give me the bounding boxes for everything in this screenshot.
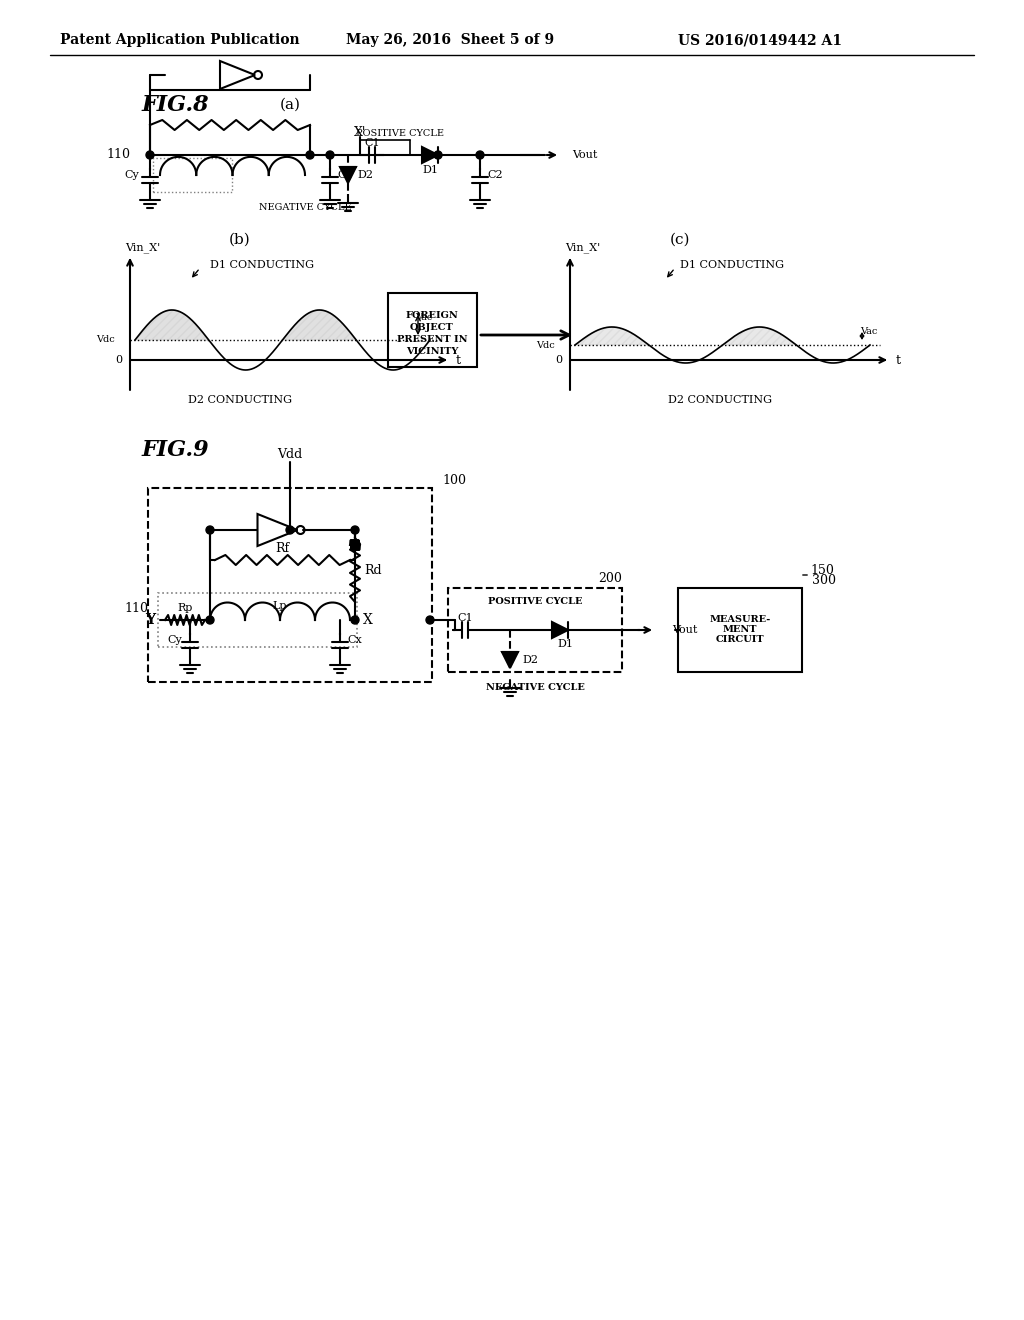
Text: Vac: Vac (415, 314, 432, 322)
Circle shape (286, 525, 294, 535)
Text: FIG.8: FIG.8 (141, 94, 209, 116)
Text: (c): (c) (670, 234, 690, 247)
Text: POSITIVE CYCLE: POSITIVE CYCLE (356, 128, 444, 137)
Text: Cy: Cy (168, 635, 182, 645)
Text: D2 CONDUCTING: D2 CONDUCTING (668, 395, 772, 405)
Text: X': X' (354, 127, 367, 140)
Circle shape (351, 525, 359, 535)
Text: CIRCUIT: CIRCUIT (716, 635, 764, 644)
Text: 150: 150 (810, 564, 834, 577)
Text: 110: 110 (106, 149, 130, 161)
Text: Vin_X': Vin_X' (125, 243, 160, 253)
Text: C1: C1 (457, 612, 473, 623)
Text: May 26, 2016  Sheet 5 of 9: May 26, 2016 Sheet 5 of 9 (346, 33, 554, 48)
Text: Rp: Rp (177, 603, 193, 612)
Text: Vout: Vout (672, 624, 697, 635)
Text: D1 CONDUCTING: D1 CONDUCTING (210, 260, 314, 271)
Circle shape (351, 616, 359, 624)
Text: D1: D1 (557, 639, 573, 649)
Circle shape (146, 150, 154, 158)
Text: POSITIVE CYCLE: POSITIVE CYCLE (487, 598, 583, 606)
Text: FOREIGN: FOREIGN (406, 310, 459, 319)
Circle shape (206, 616, 214, 624)
Text: C1: C1 (365, 139, 380, 148)
Text: Cy: Cy (125, 170, 139, 180)
Text: D2: D2 (357, 170, 373, 180)
Text: Vdd: Vdd (278, 449, 303, 462)
Text: C2: C2 (487, 170, 503, 180)
Text: OBJECT: OBJECT (411, 322, 454, 331)
Text: t: t (896, 354, 900, 367)
Text: MEASURE-: MEASURE- (710, 615, 771, 624)
Circle shape (306, 150, 314, 158)
Polygon shape (340, 168, 356, 183)
Circle shape (476, 150, 484, 158)
Text: US 2016/0149442 A1: US 2016/0149442 A1 (678, 33, 842, 48)
Text: Vin_X': Vin_X' (565, 243, 600, 253)
Text: (a): (a) (280, 98, 300, 112)
Text: NEGATIVE CYCLE: NEGATIVE CYCLE (259, 202, 351, 211)
Text: Vdc: Vdc (537, 341, 555, 350)
Circle shape (426, 616, 434, 624)
Text: Y: Y (145, 612, 155, 627)
Text: VICINITY: VICINITY (406, 346, 458, 355)
Text: Vout: Vout (572, 150, 597, 160)
Text: 100: 100 (442, 474, 466, 487)
Text: Cx: Cx (338, 170, 352, 180)
Text: D1: D1 (422, 165, 438, 176)
Circle shape (326, 150, 334, 158)
Text: Rd: Rd (365, 564, 382, 577)
Text: PRESENT IN: PRESENT IN (396, 334, 467, 343)
Text: 200: 200 (598, 572, 622, 585)
Text: Cx: Cx (347, 635, 362, 645)
Text: Vac: Vac (860, 327, 878, 337)
Text: Vdc: Vdc (96, 335, 115, 345)
Text: Lp: Lp (272, 601, 288, 611)
Text: FIG.9: FIG.9 (141, 440, 209, 461)
Text: (b): (b) (229, 234, 251, 247)
Text: D1 CONDUCTING: D1 CONDUCTING (680, 260, 784, 271)
Text: Y: Y (145, 612, 155, 627)
Text: X: X (362, 612, 373, 627)
Text: Patent Application Publication: Patent Application Publication (60, 33, 300, 48)
Text: 300: 300 (812, 573, 836, 586)
Text: D2: D2 (522, 655, 538, 665)
Text: 110: 110 (124, 602, 148, 615)
Circle shape (206, 525, 214, 535)
Polygon shape (422, 147, 438, 162)
Circle shape (434, 150, 442, 158)
Text: Rf: Rf (274, 541, 289, 554)
Text: 0: 0 (115, 355, 122, 366)
Text: t: t (456, 354, 461, 367)
Polygon shape (552, 622, 568, 638)
Text: D2 CONDUCTING: D2 CONDUCTING (188, 395, 292, 405)
Text: 0: 0 (555, 355, 562, 366)
Text: MENT: MENT (723, 626, 758, 635)
Polygon shape (502, 652, 518, 668)
Text: NEGATIVE CYCLE: NEGATIVE CYCLE (485, 684, 585, 693)
